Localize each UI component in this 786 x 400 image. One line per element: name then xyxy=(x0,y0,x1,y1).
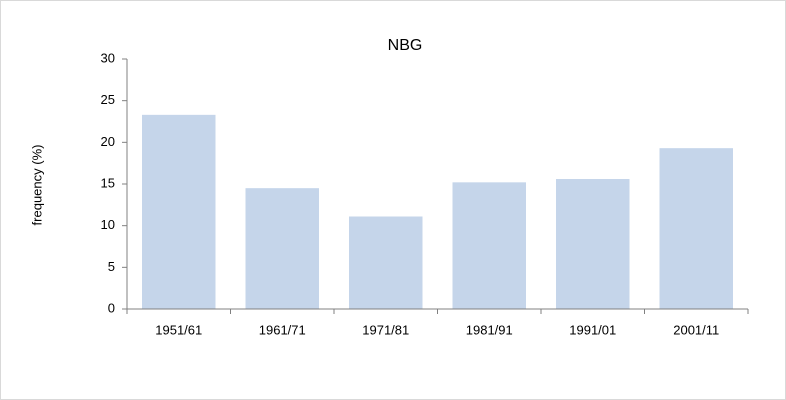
bar xyxy=(556,179,630,309)
x-tick-label: 1971/81 xyxy=(362,322,409,337)
bar xyxy=(245,188,319,309)
x-tick-label: 1951/61 xyxy=(155,322,202,337)
y-tick-label: 5 xyxy=(108,259,115,274)
bar xyxy=(142,114,216,309)
y-axis-label: frequency (%) xyxy=(29,145,44,226)
y-tick-label: 30 xyxy=(101,50,115,65)
bar xyxy=(452,182,526,309)
x-tick-label: 1991/01 xyxy=(569,322,616,337)
y-tick-label: 15 xyxy=(101,175,115,190)
bar xyxy=(349,216,423,309)
x-tick-label: 1961/71 xyxy=(259,322,306,337)
x-tick-label: 1981/91 xyxy=(466,322,513,337)
y-tick-label: 0 xyxy=(108,300,115,315)
bar xyxy=(659,148,733,309)
y-tick-label: 10 xyxy=(101,217,115,232)
x-tick-label: 2001/11 xyxy=(673,322,719,337)
y-tick-label: 20 xyxy=(101,134,115,149)
chart-title: NBG xyxy=(388,37,423,54)
y-tick-label: 25 xyxy=(101,92,115,107)
